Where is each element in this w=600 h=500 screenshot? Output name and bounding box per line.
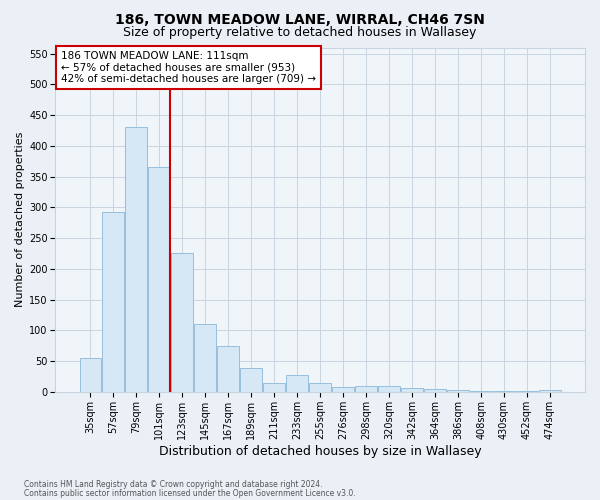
Text: 186 TOWN MEADOW LANE: 111sqm
← 57% of detached houses are smaller (953)
42% of s: 186 TOWN MEADOW LANE: 111sqm ← 57% of de… bbox=[61, 51, 316, 84]
Bar bbox=[309, 382, 331, 392]
Bar bbox=[103, 212, 124, 392]
Bar bbox=[378, 386, 400, 392]
Y-axis label: Number of detached properties: Number of detached properties bbox=[15, 132, 25, 308]
Bar bbox=[241, 368, 262, 392]
Text: Contains public sector information licensed under the Open Government Licence v3: Contains public sector information licen… bbox=[24, 488, 356, 498]
Bar bbox=[493, 390, 515, 392]
Bar bbox=[447, 390, 469, 392]
Bar bbox=[148, 168, 170, 392]
Bar bbox=[217, 346, 239, 392]
Bar bbox=[194, 324, 216, 392]
X-axis label: Distribution of detached houses by size in Wallasey: Distribution of detached houses by size … bbox=[159, 444, 482, 458]
Bar bbox=[332, 387, 354, 392]
Text: Contains HM Land Registry data © Crown copyright and database right 2024.: Contains HM Land Registry data © Crown c… bbox=[24, 480, 323, 489]
Bar bbox=[80, 358, 101, 392]
Bar bbox=[401, 388, 423, 392]
Text: Size of property relative to detached houses in Wallasey: Size of property relative to detached ho… bbox=[124, 26, 476, 39]
Bar bbox=[125, 128, 147, 392]
Text: 186, TOWN MEADOW LANE, WIRRAL, CH46 7SN: 186, TOWN MEADOW LANE, WIRRAL, CH46 7SN bbox=[115, 12, 485, 26]
Bar bbox=[263, 382, 285, 392]
Bar bbox=[424, 388, 446, 392]
Bar bbox=[516, 391, 538, 392]
Bar bbox=[355, 386, 377, 392]
Bar bbox=[470, 390, 492, 392]
Bar bbox=[286, 375, 308, 392]
Bar bbox=[539, 390, 561, 392]
Bar bbox=[172, 254, 193, 392]
